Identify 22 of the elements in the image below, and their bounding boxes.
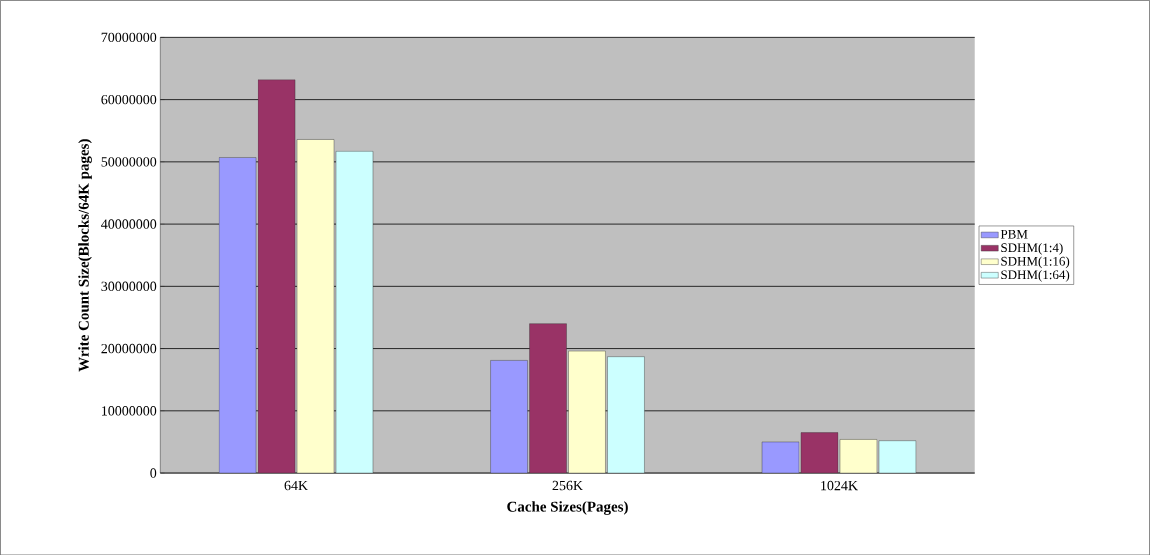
y-tick-label: 0 — [150, 468, 157, 478]
x-axis-title: Cache Sizes(Pages) — [507, 500, 628, 515]
legend-label: SDHM(1:4) — [1001, 242, 1063, 255]
y-axis-title: Write Count Size(Blocks/64K pages) — [78, 139, 92, 372]
bar — [839, 439, 878, 473]
x-tick-label: 256K — [552, 480, 583, 491]
x-tick-label: 1024K — [821, 480, 858, 491]
y-tick-label: 10000000 — [102, 405, 157, 416]
bar — [218, 157, 257, 473]
y-tick-label: 20000000 — [101, 343, 157, 354]
y-tick-label: 70000000 — [101, 32, 157, 42]
y-tick-label: 40000000 — [101, 219, 157, 229]
y-tick-label: 50000000 — [101, 156, 157, 167]
bar — [490, 360, 528, 473]
legend-label: PBM — [1000, 229, 1028, 239]
x-tick-label: 64K — [284, 480, 308, 491]
legend-label: SDHM(1:64) — [1001, 269, 1070, 282]
y-tick-label: 30000000 — [101, 281, 157, 291]
y-tick-label: 60000000 — [101, 94, 157, 105]
bar — [568, 350, 606, 473]
bar — [296, 139, 335, 473]
legend-label: SDHM(1:16) — [1001, 256, 1070, 269]
